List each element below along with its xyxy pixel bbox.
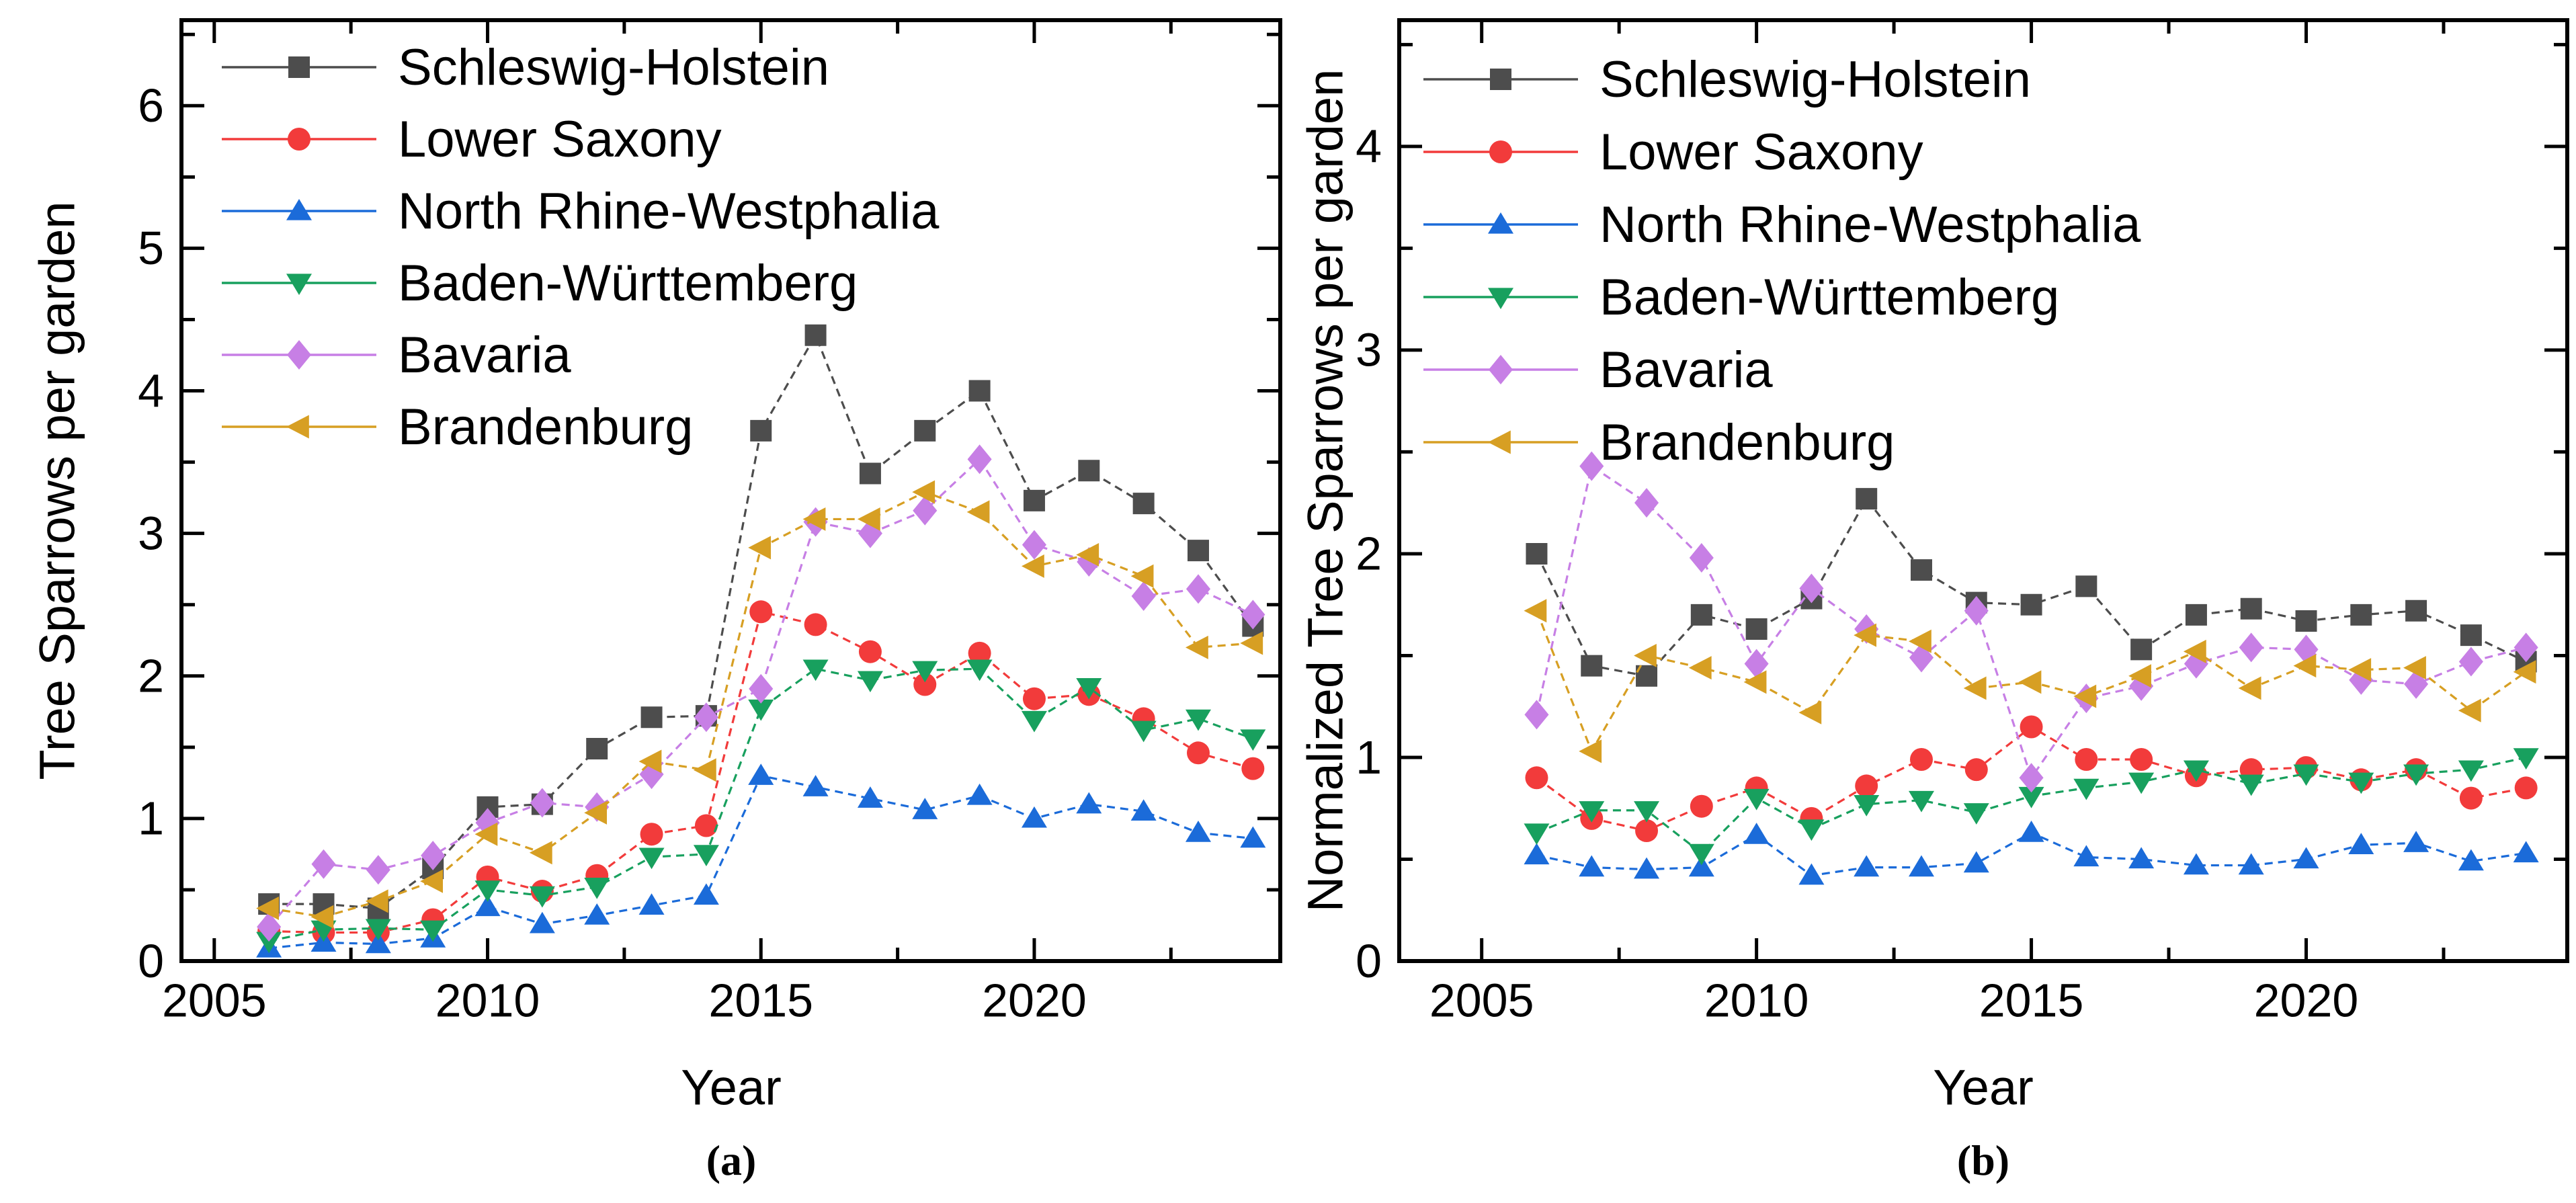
legend-item-schleswig-holstein: Schleswig-Holstein — [1423, 51, 2031, 108]
legend-item-north-rhine-westphalia: North Rhine-Westphalia — [1423, 196, 2141, 253]
svg-text:4: 4 — [138, 364, 164, 417]
svg-text:2: 2 — [138, 650, 164, 702]
legend-label: Schleswig-Holstein — [1599, 51, 2031, 108]
series-baden-w-rttemberg — [256, 659, 1266, 954]
legend-b: Schleswig-Holstein Lower Saxony North Rhin… — [1423, 51, 2141, 471]
legend-item-brandenburg: Brandenburg — [222, 399, 693, 456]
plot-frame-b — [1397, 18, 2569, 963]
series-bavaria — [257, 444, 1265, 942]
legend-item-baden-w-rttemberg: Baden-Württemberg — [222, 255, 858, 312]
legend-label: Brandenburg — [1599, 414, 1895, 471]
svg-text:2015: 2015 — [1979, 974, 2084, 1027]
svg-text:2020: 2020 — [982, 974, 1087, 1027]
y-axis-title-b: Normalized Tree Sparrows per garden — [1297, 69, 1354, 913]
panel-label-a: (a) — [706, 1136, 757, 1184]
legend-item-lower-saxony: Lower Saxony — [222, 111, 722, 168]
legend-label: Bavaria — [1599, 341, 1773, 399]
legend-item-brandenburg: Brandenburg — [1423, 414, 1895, 471]
legend-item-north-rhine-westphalia: North Rhine-Westphalia — [222, 183, 940, 240]
legend-label: North Rhine-Westphalia — [1599, 196, 2141, 253]
legend-item-baden-w-rttemberg: Baden-Württemberg — [1423, 269, 2059, 326]
svg-text:2020: 2020 — [2254, 974, 2359, 1027]
legend-item-lower-saxony: Lower Saxony — [1423, 124, 1923, 181]
svg-text:3: 3 — [1356, 324, 1382, 376]
panel-label-b: (b) — [1956, 1136, 2010, 1184]
series-brandenburg — [1524, 599, 2536, 763]
x-axis-title-b: Year — [1933, 1059, 2034, 1116]
legend-a: Schleswig-Holstein Lower Saxony North Rhin… — [222, 39, 940, 456]
svg-text:2015: 2015 — [708, 974, 813, 1027]
legend-label: Schleswig-Holstein — [398, 39, 829, 96]
svg-text:0: 0 — [138, 935, 164, 987]
legend-label: Baden-Württemberg — [398, 255, 858, 312]
legend-label: Lower Saxony — [398, 111, 722, 168]
svg-text:1: 1 — [138, 792, 164, 845]
svg-text:6: 6 — [138, 79, 164, 132]
svg-text:2005: 2005 — [162, 974, 267, 1027]
tick-labels-a: 2005 2010 2015 2020 0 1 2 3 4 5 6 — [138, 79, 1087, 1026]
legend-label: Lower Saxony — [1599, 124, 1923, 181]
svg-text:2005: 2005 — [1429, 974, 1534, 1027]
tick-labels-b: 2005 2010 2015 2020 0 1 2 3 4 — [1356, 120, 2358, 1027]
legend-label: Bavaria — [398, 327, 571, 384]
svg-text:3: 3 — [138, 507, 164, 559]
plot-frame-a — [179, 18, 1282, 963]
legend-label: Baden-Württemberg — [1599, 269, 2059, 326]
svg-text:0: 0 — [1356, 935, 1382, 987]
series-brandenburg — [256, 480, 1263, 929]
y-axis-title-a: Tree Sparrows per garden — [29, 201, 85, 780]
legend-item-bavaria: Bavaria — [222, 327, 571, 384]
series-bavaria — [1524, 451, 2538, 793]
x-axis-title-a: Year — [681, 1059, 782, 1116]
legend-label: Brandenburg — [398, 399, 693, 456]
chart-a: 2005 2010 2015 2020 0 1 2 3 4 5 6 Schleswig-Holstei… — [138, 18, 1282, 1027]
axis-ticks-b — [1399, 20, 2567, 963]
legend-label: North Rhine-Westphalia — [398, 183, 940, 240]
svg-text:5: 5 — [138, 222, 164, 274]
series-schleswig-holstein — [1526, 488, 2537, 687]
series-north-rhine-westphalia — [1524, 821, 2539, 885]
legend-item-bavaria: Bavaria — [1423, 341, 1773, 399]
series-baden-w-rttemberg — [1524, 748, 2539, 866]
svg-text:2010: 2010 — [1704, 974, 1809, 1027]
svg-text:4: 4 — [1356, 120, 1382, 173]
chart-b: 2005 2010 2015 2020 0 1 2 3 4 Schleswig-Holstein L… — [1356, 18, 2569, 1027]
axis-ticks-a — [181, 20, 1280, 963]
svg-text:2: 2 — [1356, 528, 1382, 580]
svg-text:1: 1 — [1356, 731, 1382, 784]
svg-text:2010: 2010 — [435, 974, 540, 1027]
legend-item-schleswig-holstein: Schleswig-Holstein — [222, 39, 829, 96]
